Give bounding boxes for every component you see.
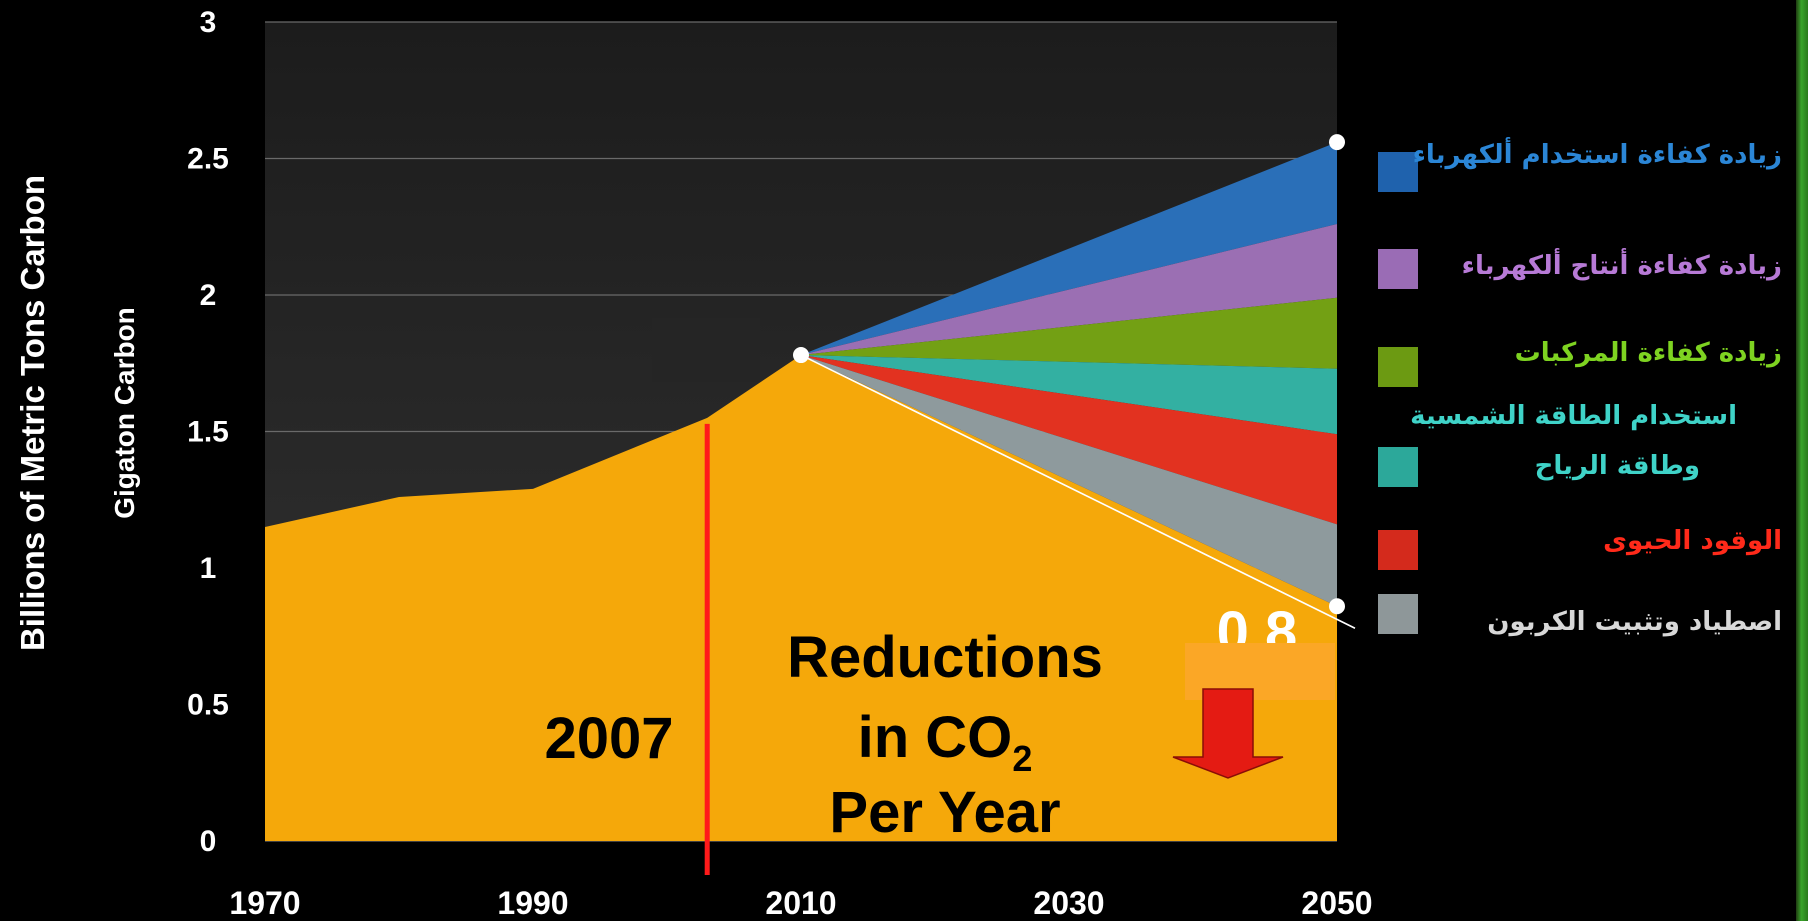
- legend: زيادة كفاءة استخدام ألكهرباء زيادة كفاءة …: [1378, 137, 1782, 637]
- y-tick-0: 0: [200, 825, 217, 858]
- slide-edge-decoration: [1796, 0, 1808, 921]
- x-tick-2010: 2010: [765, 885, 836, 921]
- wedge-6: [801, 355, 1337, 607]
- x-tick-1970: 1970: [229, 885, 300, 921]
- wedge-3: [801, 297, 1337, 369]
- reductions-line-2: in CO2: [858, 705, 1033, 779]
- y-tick-2.5: 2.5: [187, 143, 229, 176]
- legend-label-3: زيادة كفاءة المركبات: [1515, 338, 1782, 368]
- x-tick-1990: 1990: [497, 885, 568, 921]
- x-tick-2030: 2030: [1033, 885, 1104, 921]
- dark-patch: [652, 318, 760, 382]
- y-tick-1: 1: [200, 552, 217, 585]
- area-layer: [265, 318, 1337, 841]
- x-tick-2050: 2050: [1301, 885, 1372, 921]
- emissions-area: [265, 355, 1337, 841]
- tick-layer: 0 0.5 1 1.5 2 2.5 3 1970 1990 2010 2030 2050: [187, 6, 1372, 921]
- marker-layer: 0.8: [704, 134, 1345, 875]
- point-2050-projection: [1329, 134, 1345, 151]
- reductions-line-1: Reductions: [787, 625, 1103, 690]
- y-tick-1.5: 1.5: [187, 416, 229, 449]
- y-axis-inner-label: Gigaton Carbon: [109, 307, 140, 519]
- legend-label-6: اصطياد وتثبيت الكربون: [1487, 607, 1782, 637]
- legend-swatch-1: [1378, 152, 1418, 192]
- y-tick-0.5: 0.5: [187, 689, 229, 722]
- wedge-2: [801, 224, 1337, 356]
- y-axis-outer-label: Billions of Metric Tons Carbon: [14, 175, 51, 651]
- legend-label-5: الوقود الحيوى: [1603, 526, 1782, 556]
- legend-swatch-4: [1378, 447, 1418, 487]
- year-2007-label: 2007: [544, 706, 673, 771]
- legend-swatch-5: [1378, 530, 1418, 570]
- y-tick-2: 2: [200, 279, 217, 312]
- target-trend-line: [800, 354, 1356, 629]
- legend-swatch-3: [1378, 347, 1418, 387]
- wedge-1: [801, 142, 1337, 356]
- y-tick-3: 3: [200, 6, 217, 39]
- legend-label-4: استخدام الطاقة الشمسية وطاقة الرياح: [1410, 401, 1737, 481]
- legend-swatch-6: [1378, 594, 1418, 634]
- reductions-line-3: Per Year: [829, 780, 1060, 845]
- legend-swatch-2: [1378, 249, 1418, 289]
- down-arrow-icon: [1172, 688, 1284, 779]
- wedge-4: [801, 355, 1337, 435]
- wedge-layer: [800, 142, 1356, 629]
- point-2010: [793, 347, 809, 364]
- legend-label-1: زيادة كفاءة استخدام ألكهرباء: [1413, 137, 1782, 170]
- label-layer: Billions of Metric Tons Carbon Gigaton C…: [14, 175, 1103, 845]
- point-2050-target: [1329, 598, 1345, 615]
- legend-label-2: زيادة كفاءة أنتاج ألكهرباء: [1462, 248, 1782, 281]
